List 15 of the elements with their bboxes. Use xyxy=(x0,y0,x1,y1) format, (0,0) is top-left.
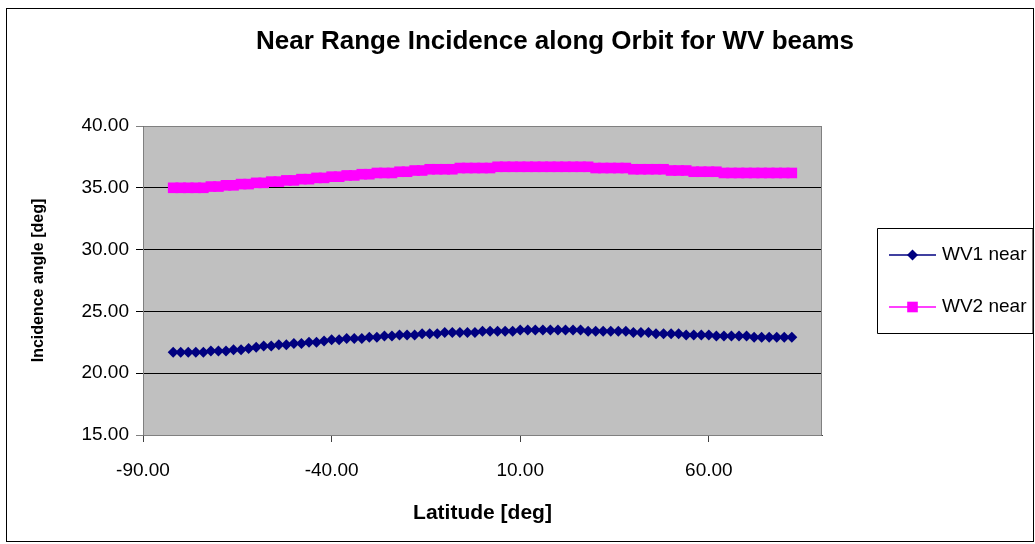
legend-label: WV1 near xyxy=(942,243,1028,265)
y-tick-label: 40.00 xyxy=(81,114,129,136)
y-tick-label: 35.00 xyxy=(81,176,129,198)
y-axis-title: Incidence angle [deg] xyxy=(29,198,47,363)
x-tick-label: 60.00 xyxy=(685,458,733,480)
legend-label: WV2 near xyxy=(942,295,1028,317)
y-tick-label: 15.00 xyxy=(81,423,129,445)
x-axis-title: Latitude [deg] xyxy=(413,500,552,524)
y-tick-label: 25.00 xyxy=(81,299,129,321)
x-tick-label: -40.00 xyxy=(304,458,359,480)
x-tick-label: 10.00 xyxy=(496,458,544,480)
chart-title: Near Range Incidence along Orbit for WV beams xyxy=(255,25,855,56)
y-tick-label: 20.00 xyxy=(81,361,129,383)
x-tick-label: -90.00 xyxy=(116,458,170,480)
y-tick-label: 30.00 xyxy=(81,237,129,259)
